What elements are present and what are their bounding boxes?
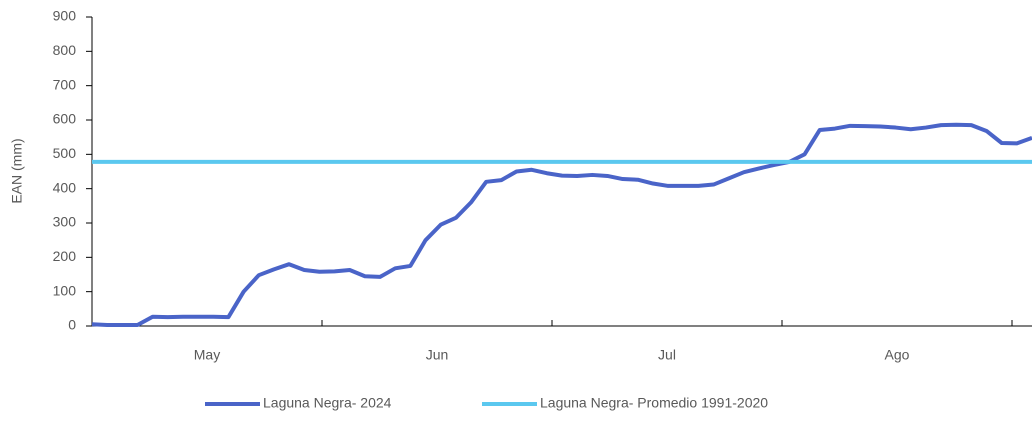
y-tick-label: 400 bbox=[53, 179, 77, 195]
y-tick-label: 300 bbox=[53, 214, 77, 230]
x-tick-label: May bbox=[194, 347, 220, 363]
x-tick-label: Ago bbox=[885, 347, 910, 363]
x-tick-label: Jul bbox=[658, 347, 676, 363]
y-axis-title: EAN (mm) bbox=[9, 138, 25, 203]
y-tick-label: 600 bbox=[53, 111, 77, 127]
y-tick-label: 0 bbox=[68, 317, 76, 333]
y-tick-label: 700 bbox=[53, 76, 77, 92]
legend-label: Laguna Negra- 2024 bbox=[263, 395, 392, 411]
y-tick-label: 100 bbox=[53, 282, 77, 298]
y-tick-label: 900 bbox=[53, 8, 77, 24]
x-tick-label: Jun bbox=[426, 347, 449, 363]
y-tick-label: 800 bbox=[53, 42, 77, 58]
y-tick-label: 200 bbox=[53, 248, 77, 264]
legend-label: Laguna Negra- Promedio 1991-2020 bbox=[540, 395, 768, 411]
y-tick-label: 500 bbox=[53, 145, 77, 161]
series-line bbox=[91, 122, 1032, 327]
